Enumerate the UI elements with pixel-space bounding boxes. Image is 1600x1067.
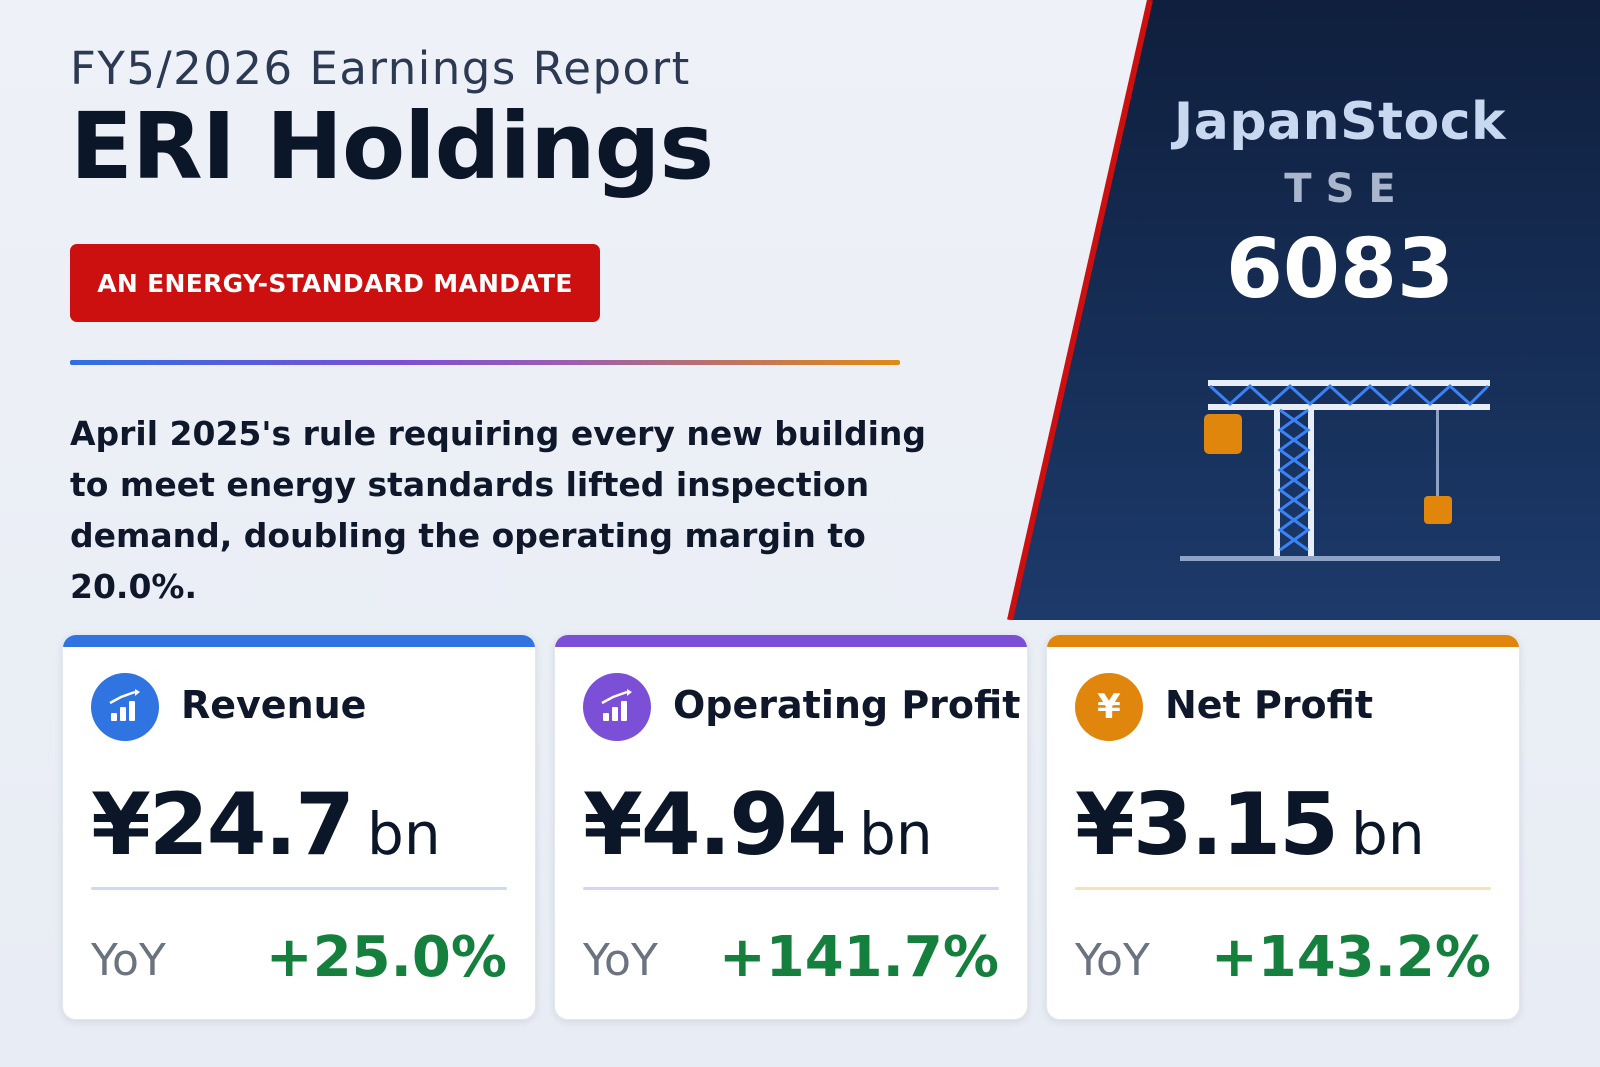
card-divider: [1075, 887, 1491, 890]
brand-name: JapanStock: [1173, 92, 1507, 152]
yoy-label: YoY: [1075, 935, 1150, 986]
card-accent-bar: [555, 635, 1027, 647]
bar-chart-up-icon: [583, 673, 651, 741]
card-divider: [583, 887, 999, 890]
metric-value: ¥24.7 bn: [91, 775, 441, 875]
metric-amount: ¥4.94: [583, 775, 847, 875]
gradient-divider: [70, 360, 900, 365]
card-accent-bar: [1047, 635, 1519, 647]
metric-unit: bn: [367, 800, 441, 868]
brand-block: JapanStock TSE 6083: [1110, 92, 1570, 317]
summary-text: April 2025's rule requiring every new bu…: [70, 414, 927, 606]
metric-value: ¥4.94 bn: [583, 775, 933, 875]
yen-glyph: ¥: [1097, 687, 1121, 727]
metric-unit: bn: [1351, 800, 1425, 868]
yoy-change: +141.7%: [718, 925, 999, 990]
exchange-label: TSE: [1284, 166, 1410, 212]
yoy-change: +143.2%: [1210, 925, 1491, 990]
report-label: FY5/2026 Earnings Report: [70, 42, 691, 95]
metric-unit: bn: [859, 800, 933, 868]
headline-badge: AN ENERGY-STANDARD MANDATE: [70, 244, 600, 322]
card-title: Operating Profit: [673, 683, 1021, 727]
card-title: Net Profit: [1165, 683, 1373, 727]
yoy-label: YoY: [583, 935, 658, 986]
yen-icon: ¥: [1075, 673, 1143, 741]
revenue-card: Revenue ¥24.7 bn YoY +25.0%: [62, 634, 536, 1020]
metric-value: ¥3.15 bn: [1075, 775, 1425, 875]
operating-profit-card: Operating Profit ¥4.94 bn YoY +141.7%: [554, 634, 1028, 1020]
bar-chart-up-icon: [91, 673, 159, 741]
net-profit-card: ¥ Net Profit ¥3.15 bn YoY +143.2%: [1046, 634, 1520, 1020]
metric-cards: Revenue ¥24.7 bn YoY +25.0% Operating Pro…: [62, 634, 1542, 1022]
company-name: ERI Holdings: [70, 93, 714, 200]
card-divider: [91, 887, 507, 890]
header: FY5/2026 Earnings Report ERI Holdings: [70, 42, 970, 196]
card-title: Revenue: [181, 683, 367, 727]
ticker-code: 6083: [1225, 222, 1455, 317]
card-accent-bar: [63, 635, 535, 647]
crane-icon: [1180, 380, 1500, 561]
yoy-change: +25.0%: [265, 925, 507, 990]
metric-amount: ¥3.15: [1075, 775, 1339, 875]
yoy-label: YoY: [91, 935, 166, 986]
metric-amount: ¥24.7: [91, 775, 355, 875]
